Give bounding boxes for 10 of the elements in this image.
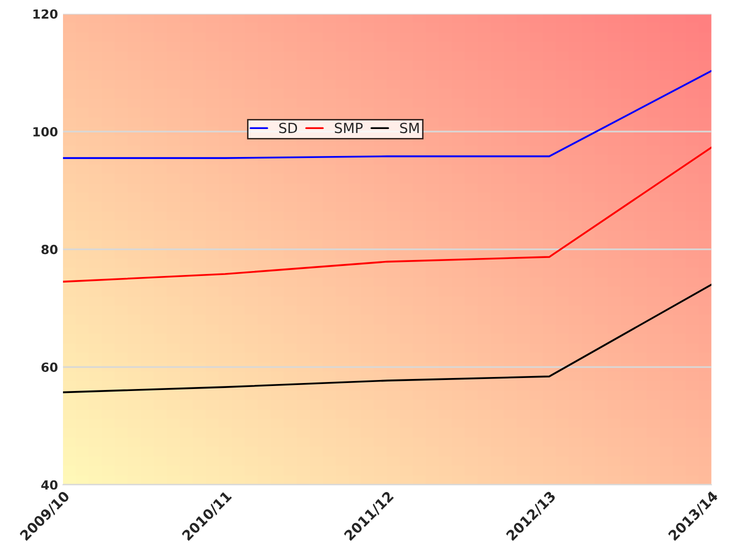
legend-label: SD: [279, 122, 298, 134]
y-tick-label: 100: [33, 127, 58, 136]
y-tick-label: 120: [33, 9, 58, 19]
legend-label: SMP: [334, 122, 363, 134]
y-tick-label: 80: [41, 244, 58, 254]
y-tick-label: 60: [42, 362, 58, 372]
line-series: [62, 284, 712, 394]
line-series: [62, 146, 712, 283]
y-tick-label: 40: [41, 480, 58, 490]
legend-label: SM: [400, 122, 419, 134]
